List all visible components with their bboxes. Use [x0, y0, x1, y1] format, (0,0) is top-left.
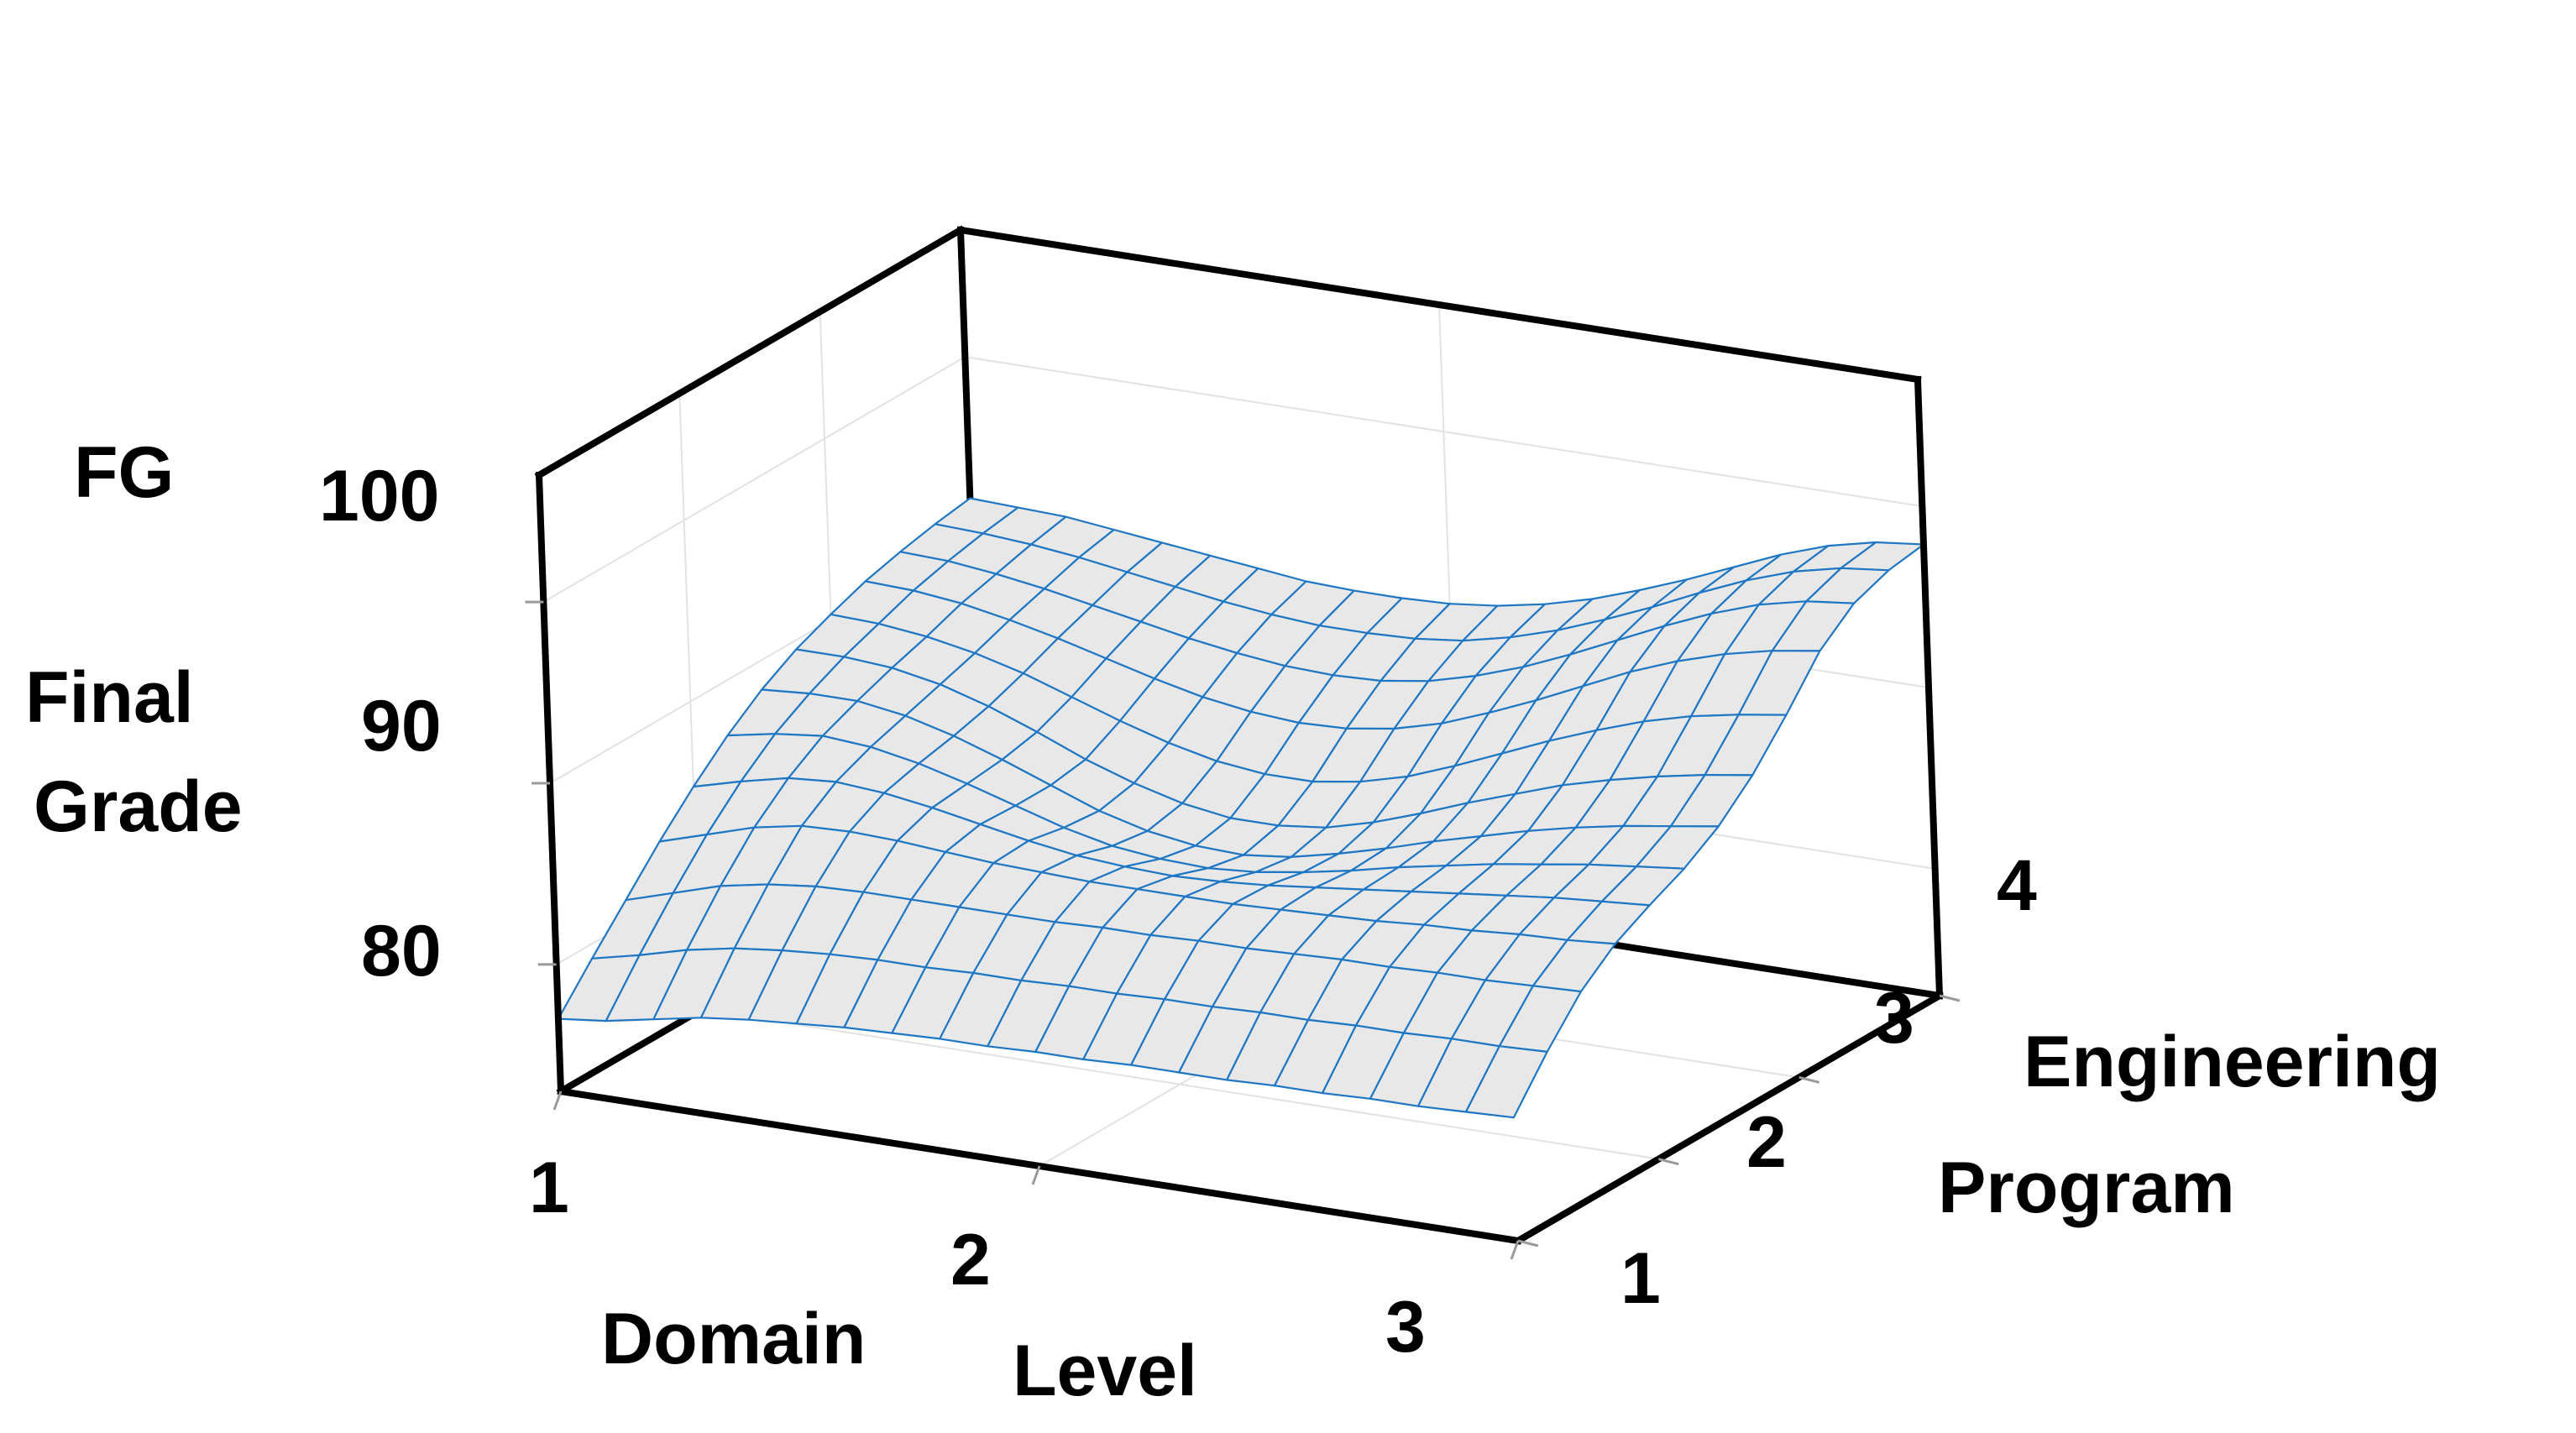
x-tick-mark	[1510, 1240, 1520, 1260]
box-edge	[1513, 991, 1945, 1246]
surface-patch	[1464, 1045, 1548, 1119]
x-tick-mark	[1031, 1165, 1041, 1185]
z-tick-label: 100	[319, 456, 440, 536]
x-axis-title-word-1: Domain	[601, 1299, 867, 1379]
y-axis-title-line-2: Program	[1938, 1148, 2235, 1228]
x-tick-mark	[552, 1090, 563, 1111]
x-axis-title-word-2: Level	[1013, 1331, 1197, 1411]
z-axis-title-line-1: Final	[25, 657, 194, 738]
z-axis-title-line-2: Grade	[34, 766, 243, 847]
y-tick-label: 1	[1620, 1238, 1661, 1319]
y-tick-mark	[1939, 994, 1961, 1002]
z-tick-label: 90	[361, 686, 442, 766]
z-axis-title-top: FG	[74, 432, 175, 513]
y-tick-label: 3	[1874, 978, 1914, 1059]
y-axis-title-line-1: Engineering	[2024, 1022, 2441, 1102]
box-edge	[1914, 375, 1944, 1000]
x-tick-label: 1	[529, 1148, 569, 1228]
y-tick-mark	[1517, 1239, 1539, 1247]
z-tick-label: 80	[361, 911, 442, 991]
x-tick-label: 2	[950, 1220, 991, 1300]
x-tick-label: 3	[1385, 1287, 1426, 1368]
box-edge	[956, 226, 1922, 384]
y-tick-mark	[1798, 1075, 1820, 1084]
floor-gridline	[701, 1008, 1659, 1160]
box-edge	[534, 225, 966, 480]
y-tick-label: 2	[1746, 1102, 1787, 1183]
y-tick-mark	[1657, 1158, 1679, 1166]
y-tick-label: 4	[1997, 845, 2037, 926]
side-wall-gridline	[542, 356, 966, 603]
